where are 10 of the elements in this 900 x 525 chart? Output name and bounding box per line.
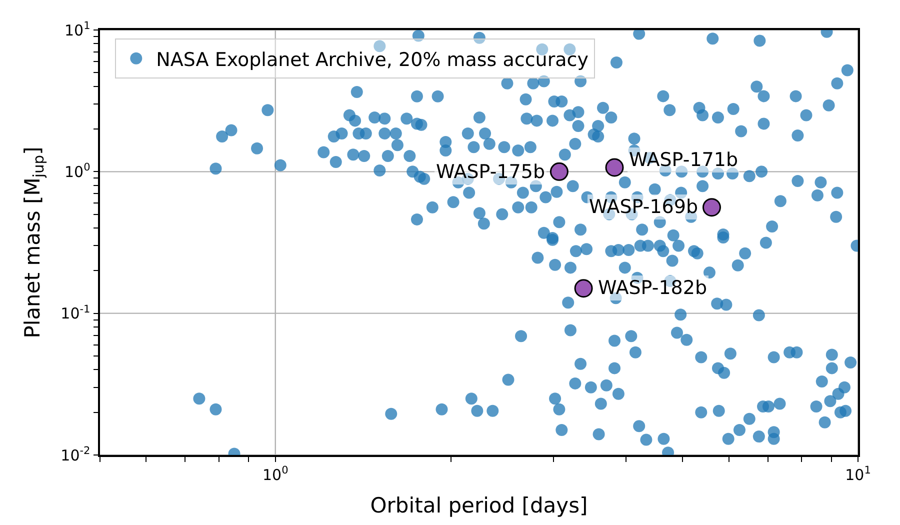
legend-label: NASA Exoplanet Archive, 20% mass accuracy [156, 48, 588, 71]
annotation: WASP-171b [629, 149, 738, 171]
y-tick-label: 10$^{-2}$ [60, 444, 90, 464]
annotation: WASP-182b [598, 277, 708, 299]
y-tick-label: 10$^{0}$ [64, 162, 90, 181]
y-tick-label: 10$^{1}$ [64, 20, 90, 40]
y-tick-label: 10$^{-1}$ [60, 303, 90, 323]
x-axis-title: Orbital period [days] [370, 493, 588, 518]
annotation: WASP-169b [589, 196, 698, 218]
annotation: WASP-175b [436, 161, 546, 183]
